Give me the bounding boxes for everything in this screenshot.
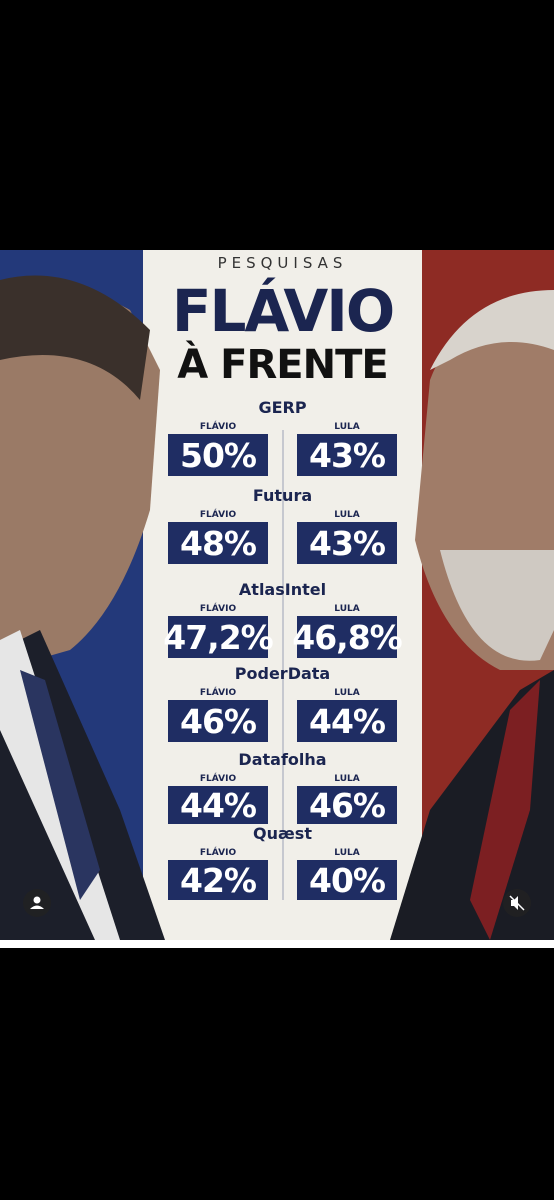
candidate-label: LULA — [334, 688, 360, 698]
poll-value: 47,2% — [163, 616, 274, 658]
kicker: PESQUISAS — [217, 254, 348, 272]
background-art — [0, 250, 554, 940]
candidate-label: FLÁVIO — [199, 774, 237, 784]
poll-value: 43% — [297, 434, 397, 476]
poll-value: 43% — [297, 522, 397, 564]
candidate-label: LULA — [334, 604, 360, 614]
poll-name: PoderData — [234, 664, 331, 683]
poll-value: 44% — [297, 700, 397, 742]
poll-value: 42% — [168, 860, 268, 900]
user-tag-button[interactable] — [22, 888, 52, 918]
candidate-label: FLÁVIO — [199, 604, 237, 614]
poll-value: 44% — [168, 786, 268, 825]
poll-value: 46% — [168, 700, 268, 742]
candidate-label: LULA — [334, 774, 360, 784]
candidate-label: LULA — [334, 848, 360, 858]
poll-value: 46,8% — [292, 616, 403, 658]
poll-value: 46% — [297, 786, 397, 825]
poll-name: GERP — [258, 398, 307, 417]
post-footer — [0, 940, 554, 948]
poll-name: Quæst — [253, 824, 312, 843]
candidate-label: LULA — [334, 422, 360, 432]
candidate-label: FLÁVIO — [199, 688, 237, 698]
title-line: FLÁVIO — [171, 277, 395, 345]
candidate-label: FLÁVIO — [199, 510, 237, 520]
title-line: À FRENTE — [177, 342, 388, 388]
poll-name: Futura — [252, 486, 313, 505]
candidate-label: FLÁVIO — [199, 422, 237, 432]
poll-name: Datafolha — [238, 750, 327, 769]
post-image: PESQUISAS FLÁVIO À FRENTE GERP FLÁVIO LULA… — [0, 250, 554, 940]
candidate-label: LULA — [334, 510, 360, 520]
poll-value: 48% — [168, 522, 268, 564]
mute-button[interactable] — [502, 888, 532, 918]
poll-value: 50% — [168, 434, 268, 476]
poll-value: 40% — [297, 860, 397, 900]
poll-name: AtlasIntel — [238, 580, 327, 599]
candidate-label: FLÁVIO — [199, 848, 237, 858]
